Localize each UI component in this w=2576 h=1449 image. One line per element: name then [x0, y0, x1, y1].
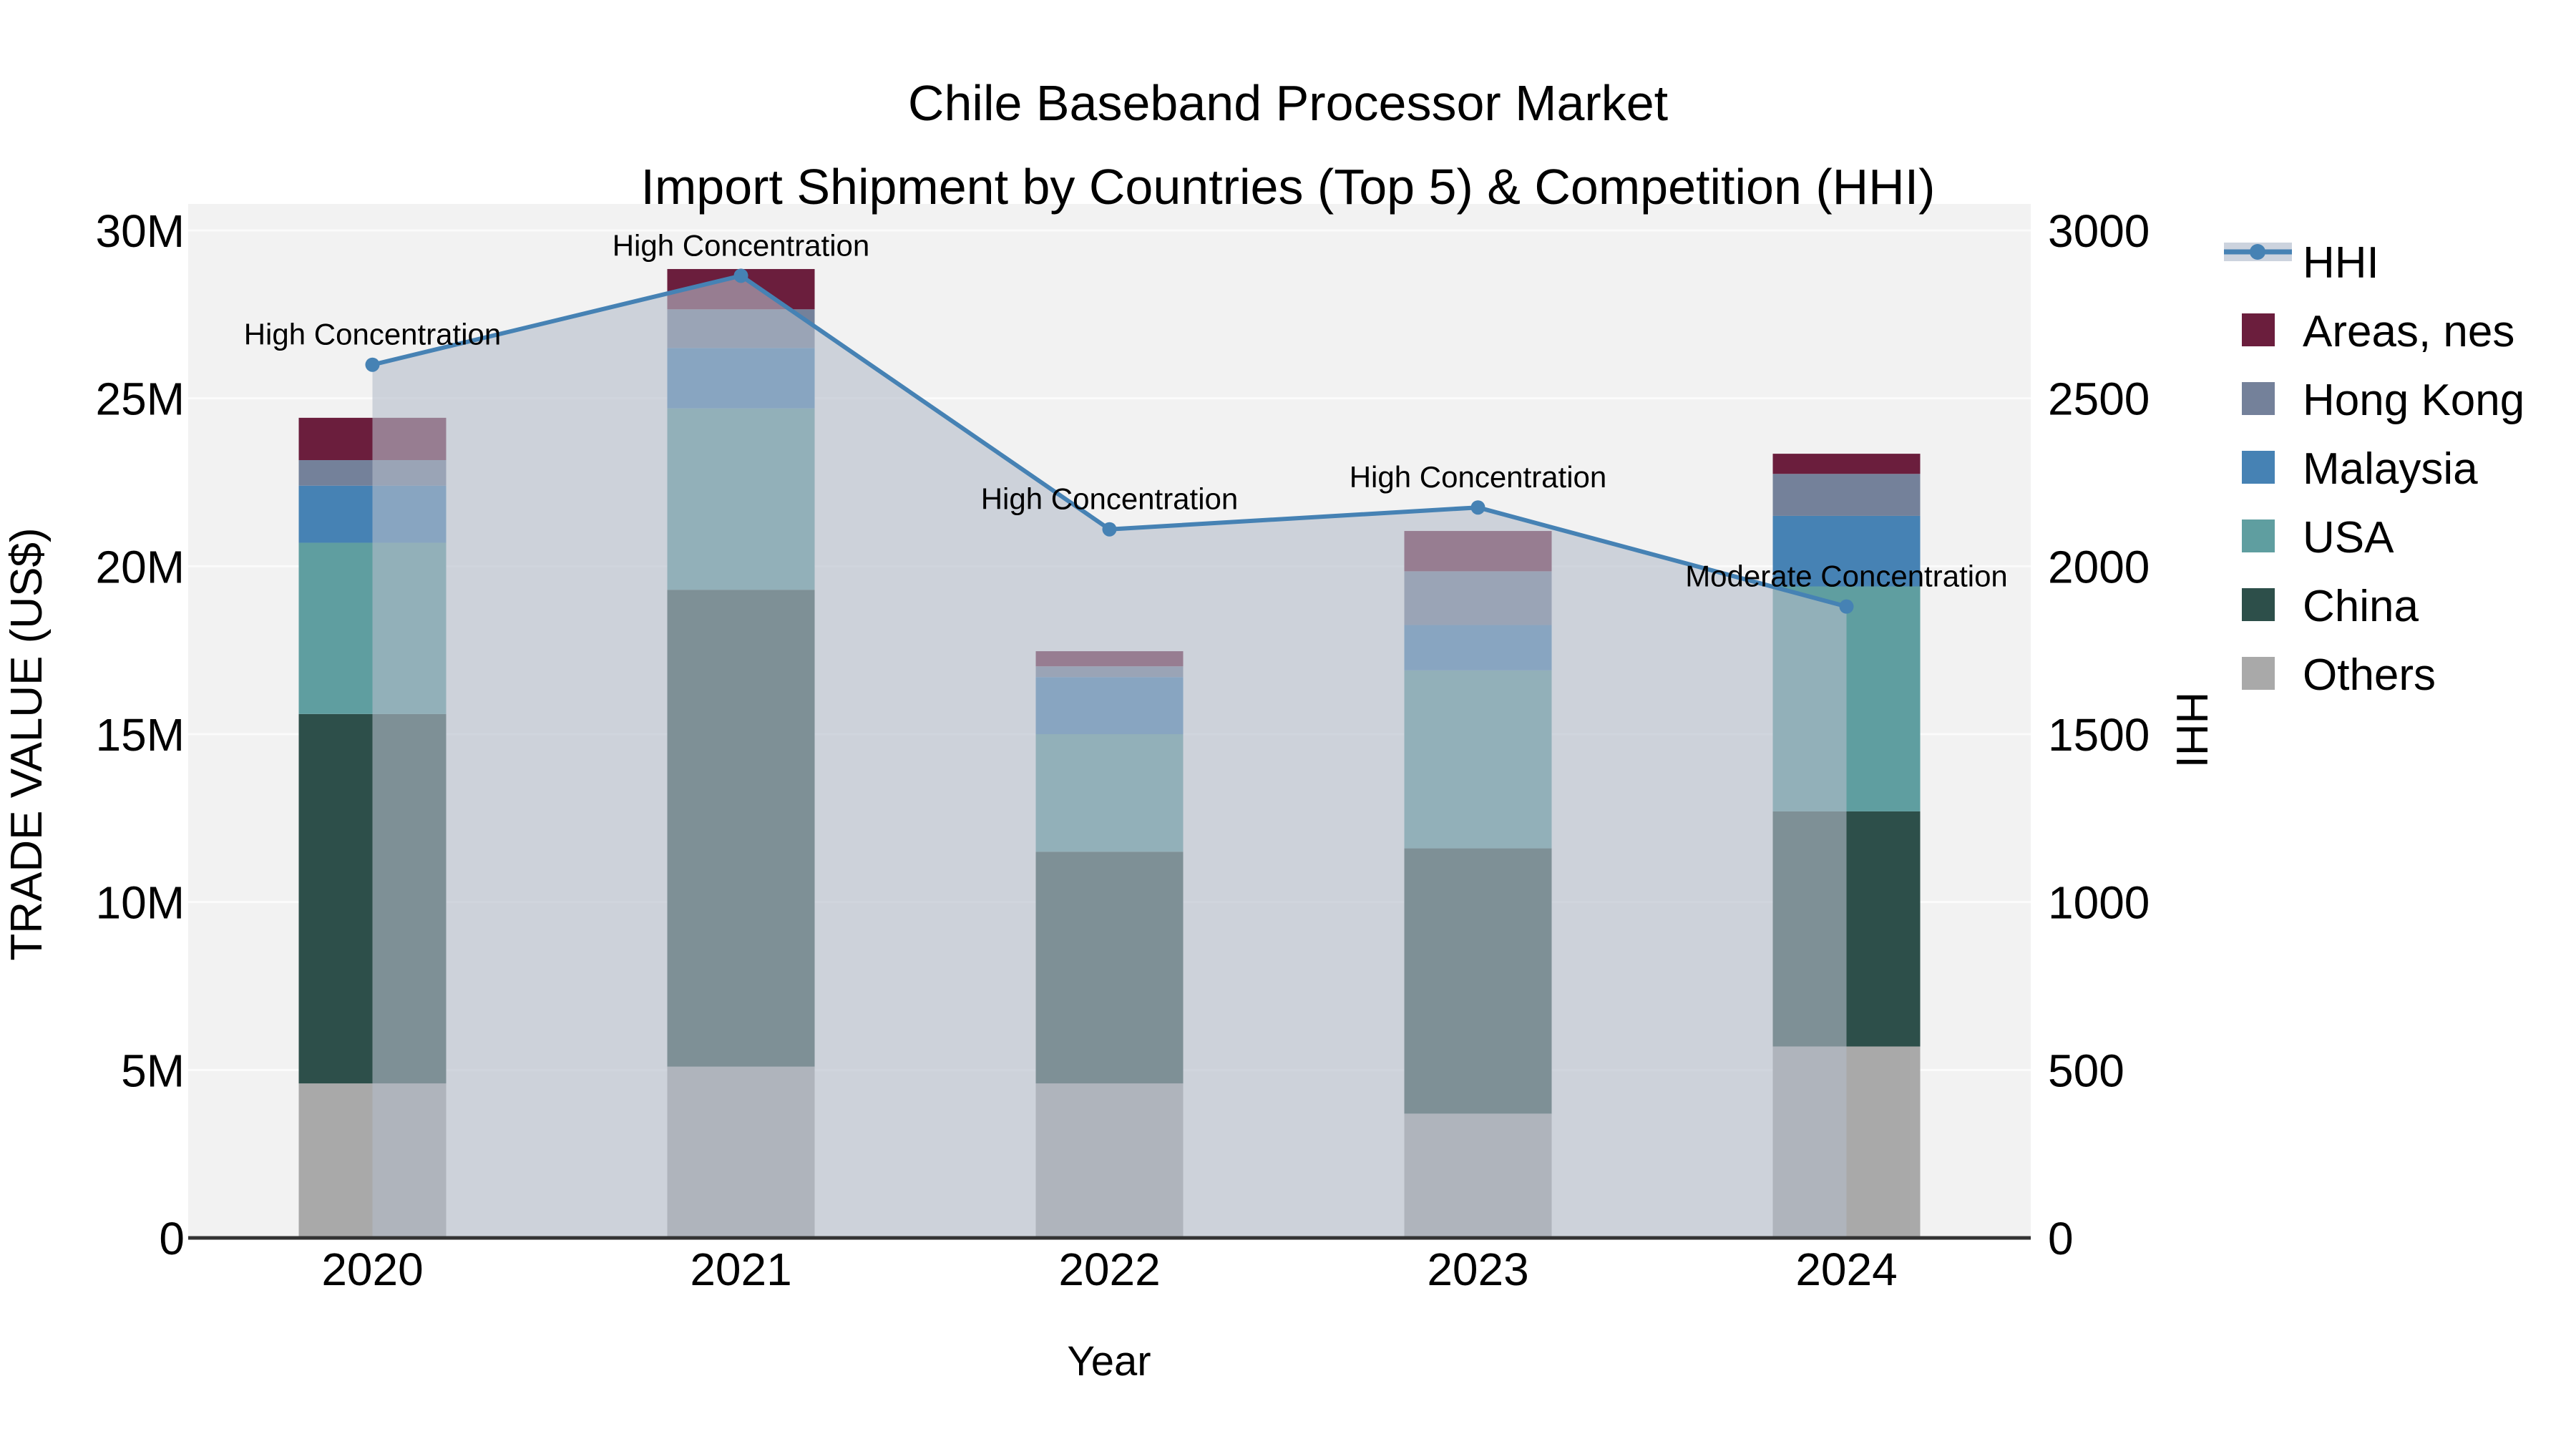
hhi-line: [365, 268, 1854, 614]
legend-item-others: Others: [2242, 650, 2436, 700]
legend-item-hhi: HHI: [2224, 238, 2379, 288]
y-tick-left: 25M: [96, 374, 185, 425]
x-tick: 2022: [1058, 1244, 1160, 1295]
legend-label: Malaysia: [2303, 444, 2478, 494]
x-tick: 2020: [321, 1244, 423, 1295]
y-tick-right: 2000: [2048, 541, 2150, 592]
legend-item-areas-nes: Areas, nes: [2242, 307, 2514, 356]
chart-subtitle: Import Shipment by Countries (Top 5) & C…: [641, 159, 1936, 215]
x-tick: 2021: [690, 1244, 791, 1295]
x-tick: 2024: [1795, 1244, 1897, 1295]
legend-swatch-china: [2242, 588, 2275, 621]
y-tick-right: 2500: [2048, 374, 2150, 425]
legend-item-usa: USA: [2242, 513, 2394, 562]
legend-swatch-areas-nes: [2242, 313, 2275, 346]
legend-swatch-malaysia: [2242, 451, 2275, 484]
annotation-2021: High Concentration: [613, 228, 870, 262]
y-tick-right: 0: [2048, 1213, 2074, 1264]
legend-label: HHI: [2303, 238, 2379, 288]
y-axis-label-right: HHI: [2167, 692, 2216, 769]
x-axis-label: Year: [1067, 1338, 1151, 1385]
legend-label: USA: [2303, 513, 2394, 562]
annotations: High Concentration High Concentration High…: [244, 228, 2008, 592]
y-axis-label-left: TRADE VALUE (US$): [2, 527, 52, 960]
x-tick: 2023: [1427, 1244, 1528, 1295]
y-tick-left: 5M: [121, 1045, 185, 1096]
y-tick-left: 10M: [96, 877, 185, 929]
hhi-marker-2021: [733, 268, 748, 283]
legend-label: Hong Kong: [2303, 376, 2524, 425]
hhi-area-fill: [372, 275, 1847, 1238]
legend-hhi-marker: [2250, 244, 2265, 260]
legend-item-hong-kong: Hong Kong: [2242, 376, 2524, 425]
annotation-2023: High Concentration: [1350, 460, 1607, 494]
bar-segment-areas-nes-2024: [1772, 454, 1921, 474]
y-tick-right: 1500: [2048, 709, 2150, 761]
annotation-2024: Moderate Concentration: [1685, 560, 2008, 593]
y-tick-left: 20M: [96, 541, 185, 592]
annotation-2020: High Concentration: [244, 318, 502, 351]
bar-segment-malaysia-2024: [1772, 515, 1921, 587]
y-tick-left: 30M: [96, 205, 185, 257]
hhi-marker-2020: [365, 357, 380, 372]
chart-title: Chile Baseband Processor Market: [908, 75, 1668, 131]
y-tick-left: 0: [159, 1213, 185, 1264]
legend-label: China: [2303, 582, 2419, 631]
legend-item-malaysia: Malaysia: [2242, 444, 2478, 494]
legend-swatch-others: [2242, 657, 2275, 690]
y-tick-right: 500: [2048, 1045, 2124, 1096]
hhi-marker-2022: [1102, 522, 1117, 537]
tick-labels: 0 5M 10M 15M 20M 25M 30M 0 500 1000 1500 2000 2500 30…: [96, 205, 2150, 1295]
bar-segment-hong-kong-2024: [1772, 474, 1921, 516]
legend-item-china: China: [2242, 582, 2419, 631]
legend-label: Areas, nes: [2303, 307, 2514, 356]
legend-swatch-usa: [2242, 519, 2275, 552]
y-tick-left: 15M: [96, 709, 185, 761]
hhi-marker-2023: [1470, 500, 1485, 515]
legend-swatch-hong-kong: [2242, 382, 2275, 415]
hhi-area-polygon: [372, 275, 1847, 1238]
legend: HHI Areas, nes Hong Kong Malaysia USA China Ot…: [2224, 238, 2524, 700]
legend-label: Others: [2303, 650, 2436, 700]
y-tick-right: 1000: [2048, 877, 2150, 929]
annotation-2022: High Concentration: [981, 482, 1239, 516]
y-tick-right: 3000: [2048, 205, 2150, 257]
hhi-marker-2024: [1839, 599, 1854, 614]
